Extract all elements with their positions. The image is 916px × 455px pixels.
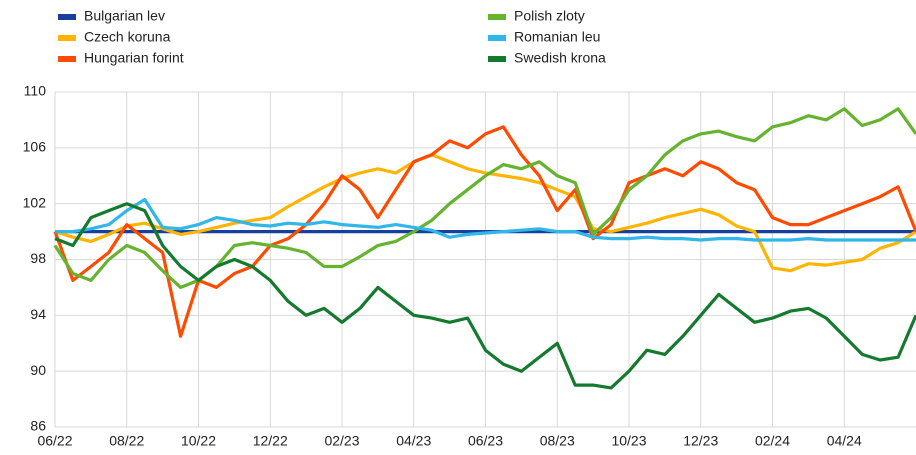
legend-label: Polish zloty: [514, 8, 585, 24]
x-tick-label: 10/22: [181, 433, 216, 449]
legend-label: Romanian leu: [514, 29, 600, 45]
y-tick-label: 86: [30, 418, 46, 434]
y-tick-label: 106: [23, 139, 47, 155]
series-line: [54, 202, 916, 390]
y-tick-label: 102: [23, 194, 47, 210]
x-tick-label: 02/24: [755, 433, 790, 449]
series-line: [54, 153, 916, 273]
legend-swatch: [58, 35, 76, 41]
x-tick-label: 12/22: [253, 433, 288, 449]
x-tick-label: 04/24: [827, 433, 862, 449]
y-tick-label: 90: [30, 362, 46, 378]
legend-swatch: [488, 14, 506, 20]
x-tick-label: 10/23: [611, 433, 646, 449]
y-tick-label: 98: [30, 250, 46, 266]
legend-swatch: [488, 35, 506, 41]
legend-swatch: [488, 56, 506, 62]
legend-label: Bulgarian lev: [84, 8, 165, 24]
legend-swatch: [58, 14, 76, 20]
legend-swatch: [58, 56, 76, 62]
legend-label: Swedish krona: [514, 50, 606, 66]
legend-label: Hungarian forint: [84, 50, 184, 66]
y-tick-label: 94: [30, 306, 46, 322]
y-tick-label: 110: [24, 83, 47, 99]
x-tick-label: 04/23: [396, 433, 431, 449]
x-tick-label: 06/22: [37, 433, 72, 449]
series-line: [55, 197, 916, 242]
x-tick-label: 08/22: [109, 433, 144, 449]
x-tick-label: 08/23: [540, 433, 575, 449]
x-tick-label: 06/23: [468, 433, 503, 449]
x-tick-label: 12/23: [683, 433, 718, 449]
x-tick-label: 02/23: [324, 433, 359, 449]
legend-label: Czech koruna: [84, 29, 171, 45]
